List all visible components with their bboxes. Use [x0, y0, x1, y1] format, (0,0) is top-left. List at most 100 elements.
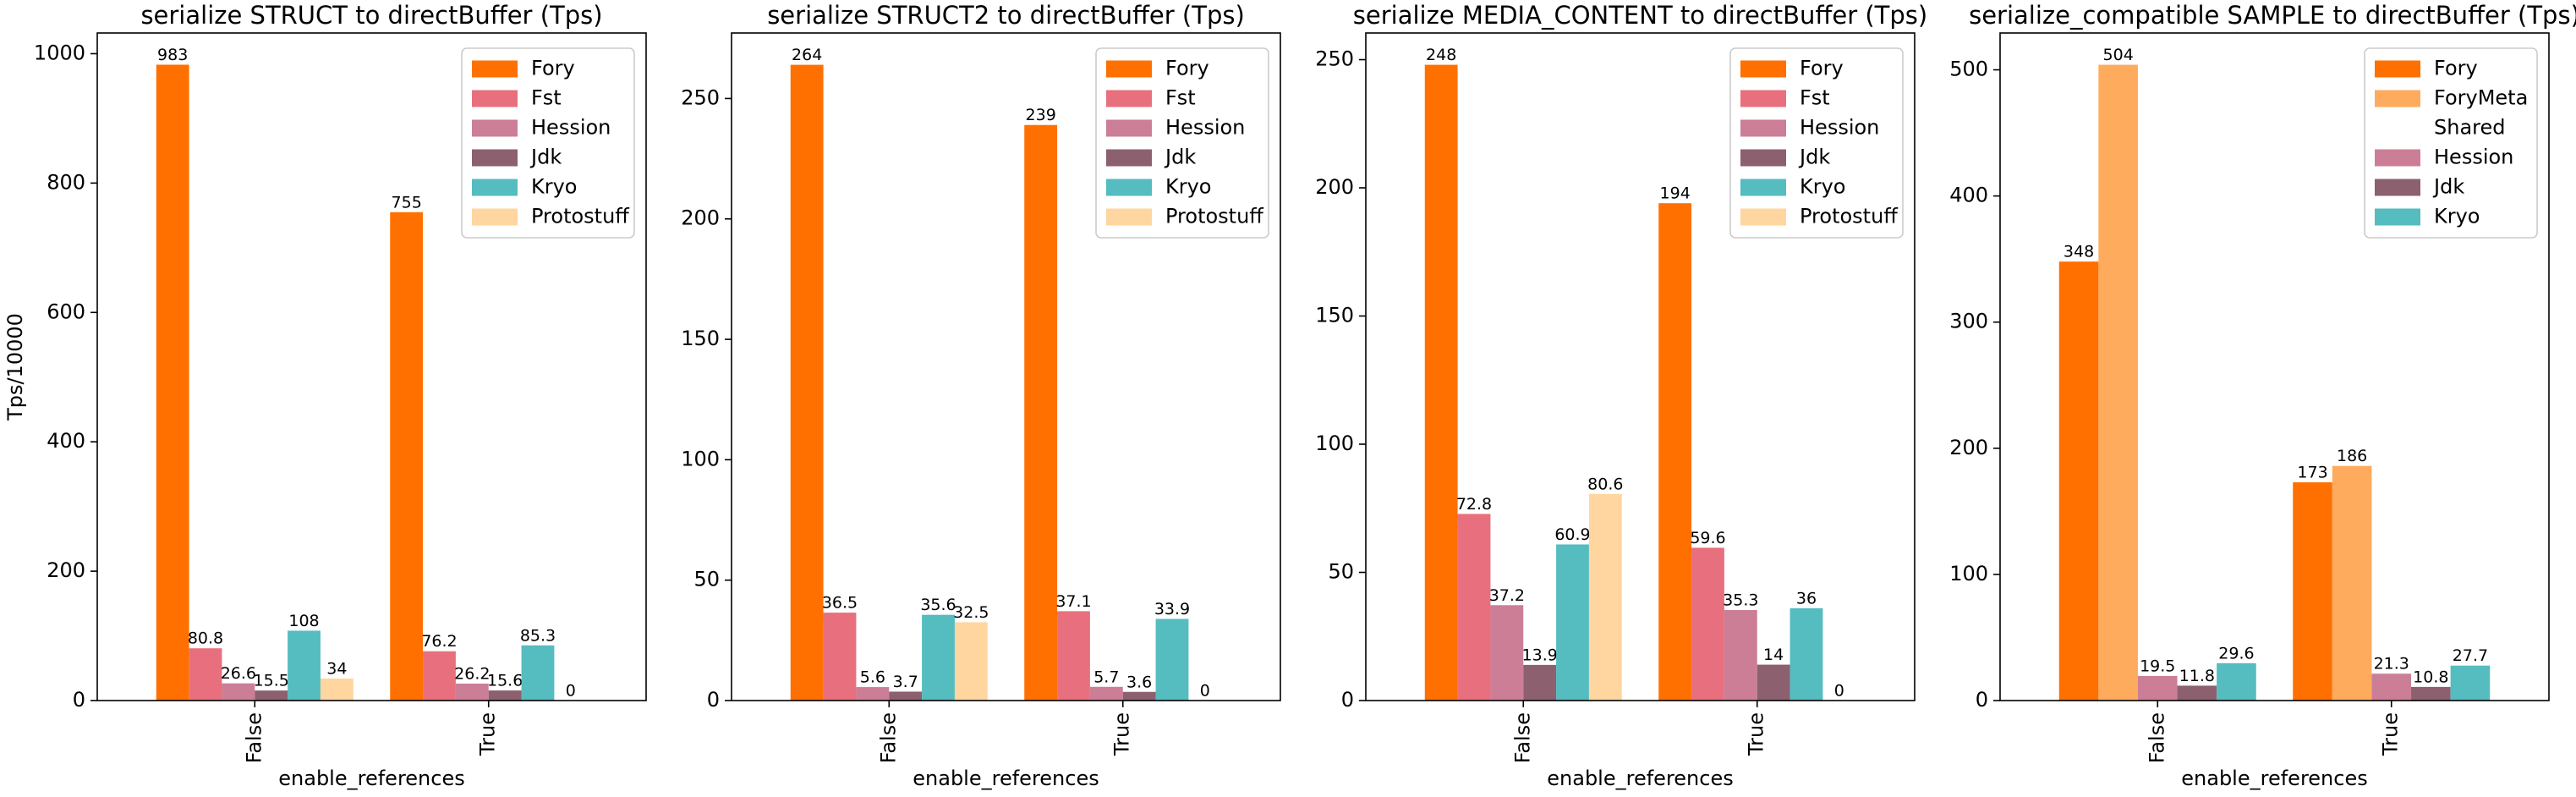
value-label: 755 [392, 193, 422, 212]
value-label: 32.5 [953, 603, 989, 622]
legend-label: Fory [1800, 57, 1844, 80]
y-tick-label: 250 [1315, 47, 1354, 71]
x-tick-label: True [2379, 712, 2403, 756]
bar [1658, 203, 1692, 701]
y-tick-label: 500 [1949, 58, 1988, 81]
legend-swatch [1740, 149, 1786, 167]
bar [1089, 686, 1123, 701]
x-tick-label: False [876, 712, 900, 763]
legend-swatch [472, 179, 518, 196]
bar [2217, 662, 2256, 701]
y-tick-label: 400 [47, 429, 85, 453]
bar [1424, 64, 1458, 701]
legend-label: Kryo [2434, 205, 2480, 228]
axes-frame [1999, 32, 2550, 701]
bar [790, 64, 824, 701]
value-label: 35.6 [920, 596, 956, 614]
bar [1691, 547, 1724, 701]
legend-swatch [2375, 149, 2420, 167]
legend-swatch [1740, 60, 1786, 78]
x-axis-label: enable_references [278, 767, 464, 790]
value-label: 26.2 [454, 664, 490, 683]
y-tick-label: 0 [1341, 688, 1354, 712]
legend-swatch [1106, 90, 1152, 107]
value-label: 239 [1026, 106, 1056, 124]
bar [156, 64, 189, 701]
bar [823, 613, 857, 701]
value-label: 36.5 [822, 594, 858, 613]
value-label: 173 [2297, 464, 2327, 482]
x-tick-label: True [1745, 712, 1768, 756]
bar [423, 651, 456, 701]
y-tick-label: 200 [47, 558, 85, 582]
bar [1490, 605, 1524, 701]
value-label: 194 [1660, 184, 1691, 203]
y-tick-label: 600 [47, 300, 85, 323]
value-label: 5.7 [1093, 668, 1119, 686]
value-label: 0 [566, 682, 576, 701]
value-label: 85.3 [520, 626, 556, 645]
chart-title: serialize_compatible SAMPLE to directBuf… [1969, 1, 2576, 30]
bar [2332, 465, 2372, 701]
bar [1789, 607, 1823, 701]
y-axis-label: Tps/10000 [3, 313, 27, 421]
legend-swatch [1106, 179, 1152, 196]
value-label: 14 [1763, 646, 1784, 664]
x-tick-label: False [2145, 712, 2168, 763]
bar [2177, 685, 2217, 701]
legend-label: Jdk [1164, 146, 1196, 169]
x-tick-label: True [476, 712, 500, 756]
value-label: 26.6 [221, 664, 256, 683]
x-tick-label: False [1510, 712, 1534, 763]
value-label: 13.9 [1522, 646, 1558, 664]
bar [1122, 691, 1156, 701]
legend-swatch [2375, 60, 2420, 78]
value-label: 348 [2064, 243, 2094, 261]
legend-label: Protostuff [1800, 205, 1898, 228]
legend-label: Protostuff [531, 205, 629, 228]
legend-label: Kryo [1800, 175, 1846, 199]
bar [922, 614, 955, 701]
value-label: 0 [1834, 682, 1844, 701]
legend-swatch [2375, 90, 2420, 107]
value-label: 3.6 [1126, 673, 1152, 691]
bar [2098, 64, 2138, 701]
value-label: 108 [288, 612, 319, 630]
legend-swatch [472, 60, 518, 78]
bar [320, 679, 354, 701]
legend-label: Fst [1165, 86, 1196, 110]
x-tick-label: False [242, 712, 266, 763]
bar [222, 683, 255, 701]
bar [1724, 610, 1757, 701]
legend-label: Kryo [531, 175, 578, 199]
legend-swatch [472, 119, 518, 137]
value-label: 3.7 [893, 673, 918, 691]
bar [521, 645, 555, 701]
legend-label: Jdk [1798, 146, 1830, 169]
value-label: 29.6 [2218, 644, 2254, 662]
chart-title: serialize STRUCT2 to directBuffer (Tps) [767, 1, 1245, 30]
bar [2411, 686, 2451, 701]
legend-swatch [472, 90, 518, 107]
legend-label: Fst [1800, 86, 1830, 110]
legend-label: Hession [1165, 116, 1245, 140]
value-label: 76.2 [421, 632, 457, 651]
y-tick-label: 400 [1949, 184, 1988, 207]
value-label: 37.1 [1055, 592, 1091, 611]
y-tick-label: 50 [693, 568, 720, 591]
x-axis-label: enable_references [913, 767, 1099, 790]
value-label: 5.6 [860, 668, 885, 687]
bar [2137, 675, 2178, 701]
value-label: 72.8 [1456, 495, 1492, 514]
legend-swatch [1106, 208, 1152, 226]
legend-swatch [472, 149, 518, 167]
y-tick-label: 800 [47, 170, 85, 194]
legend-swatch [2375, 208, 2420, 226]
bar [1457, 514, 1491, 701]
legend-label: Kryo [1165, 175, 1212, 199]
value-label: 36 [1796, 589, 1817, 607]
axes-frame [96, 32, 647, 701]
y-tick-label: 150 [1315, 304, 1354, 327]
legend-swatch [1106, 149, 1152, 167]
